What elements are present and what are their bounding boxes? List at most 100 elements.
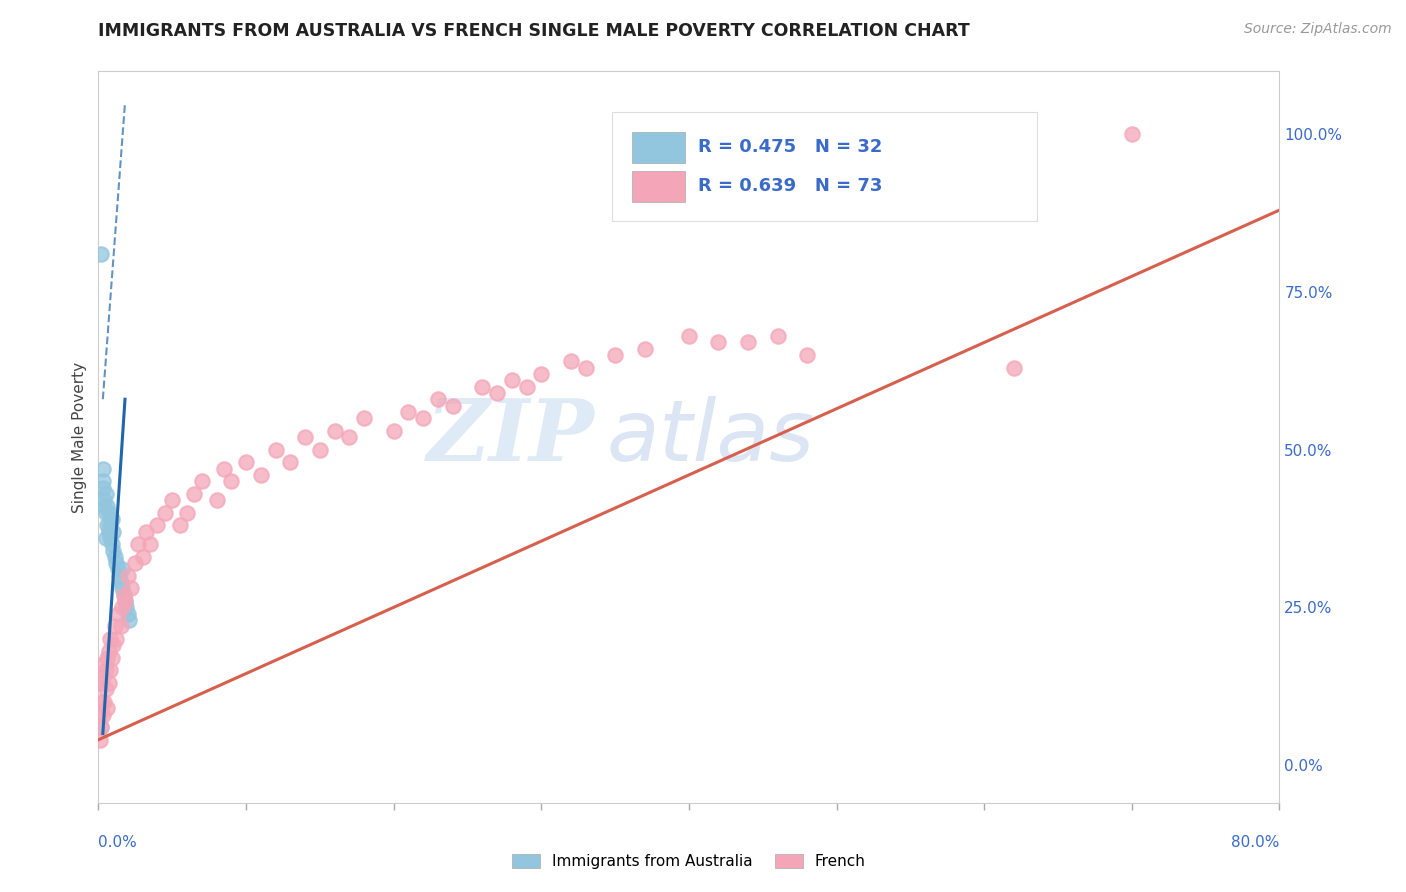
FancyBboxPatch shape: [612, 112, 1038, 221]
Point: [104, 619, 127, 633]
Point: [132, 549, 155, 564]
Point: [98, 664, 121, 678]
Point: [96, 701, 118, 715]
Text: R = 0.639   N = 73: R = 0.639 N = 73: [699, 178, 883, 195]
Point: [94, 506, 117, 520]
Point: [112, 588, 135, 602]
Point: [96, 500, 118, 514]
Point: [353, 411, 375, 425]
Point: [111, 582, 134, 596]
Point: [707, 335, 730, 350]
Point: [796, 348, 818, 362]
Point: [108, 569, 131, 583]
Point: [412, 411, 434, 425]
Point: [94, 531, 117, 545]
Point: [111, 600, 134, 615]
Point: [250, 467, 273, 482]
Point: [766, 329, 789, 343]
Point: [118, 613, 141, 627]
Point: [139, 537, 162, 551]
Point: [90, 720, 112, 734]
Point: [93, 695, 115, 709]
Point: [97, 644, 120, 658]
Point: [110, 619, 132, 633]
Point: [96, 518, 118, 533]
Y-axis label: Single Male Poverty: Single Male Poverty: [72, 361, 87, 513]
Point: [678, 329, 700, 343]
Point: [98, 531, 121, 545]
Text: IMMIGRANTS FROM AUSTRALIA VS FRENCH SINGLE MALE POVERTY CORRELATION CHART: IMMIGRANTS FROM AUSTRALIA VS FRENCH SING…: [98, 22, 970, 40]
Point: [396, 405, 419, 419]
Point: [90, 247, 112, 261]
Point: [205, 493, 228, 508]
Point: [191, 474, 214, 488]
Point: [112, 588, 135, 602]
Point: [97, 506, 120, 520]
Text: 80.0%: 80.0%: [1232, 836, 1279, 850]
Text: atlas: atlas: [606, 395, 814, 479]
Point: [235, 455, 257, 469]
Legend: Immigrants from Australia, French: Immigrants from Australia, French: [506, 848, 872, 875]
Point: [117, 569, 139, 583]
FancyBboxPatch shape: [633, 132, 685, 162]
Point: [117, 607, 139, 621]
Text: Source: ZipAtlas.com: Source: ZipAtlas.com: [1244, 22, 1392, 37]
Point: [574, 360, 596, 375]
Point: [105, 556, 128, 570]
Point: [153, 506, 176, 520]
Point: [98, 632, 121, 646]
Point: [103, 543, 125, 558]
Point: [115, 600, 138, 615]
Text: 0.0%: 0.0%: [98, 836, 138, 850]
Point: [104, 549, 127, 564]
Point: [105, 632, 128, 646]
Point: [605, 348, 627, 362]
Point: [212, 461, 235, 475]
Point: [100, 537, 122, 551]
Text: ZIP: ZIP: [426, 395, 595, 479]
FancyBboxPatch shape: [633, 171, 685, 202]
Point: [100, 650, 122, 665]
Point: [515, 379, 537, 393]
Point: [323, 424, 346, 438]
Point: [91, 670, 114, 684]
Point: [309, 442, 332, 457]
Point: [633, 342, 655, 356]
Point: [127, 537, 149, 551]
Point: [94, 682, 117, 697]
Point: [91, 474, 114, 488]
Point: [183, 487, 205, 501]
Point: [94, 487, 117, 501]
Point: [89, 732, 111, 747]
Point: [98, 518, 121, 533]
Point: [1121, 128, 1143, 142]
Point: [107, 607, 129, 621]
Point: [110, 575, 132, 590]
Point: [89, 707, 111, 722]
Text: R = 0.475   N = 32: R = 0.475 N = 32: [699, 138, 883, 156]
Point: [93, 500, 115, 514]
Point: [264, 442, 287, 457]
Point: [103, 638, 125, 652]
Point: [135, 524, 157, 539]
Point: [339, 430, 360, 444]
Point: [427, 392, 450, 407]
Point: [94, 664, 117, 678]
Point: [124, 556, 146, 570]
Point: [103, 524, 125, 539]
Point: [278, 455, 302, 469]
Point: [90, 720, 112, 734]
Point: [96, 650, 118, 665]
Point: [120, 582, 142, 596]
Point: [107, 562, 129, 576]
Point: [91, 707, 114, 722]
Point: [90, 695, 112, 709]
Point: [93, 493, 115, 508]
Point: [501, 373, 523, 387]
Point: [114, 594, 136, 608]
Point: [91, 481, 114, 495]
Point: [530, 367, 553, 381]
Point: [114, 594, 136, 608]
Point: [294, 430, 316, 444]
Point: [486, 386, 509, 401]
